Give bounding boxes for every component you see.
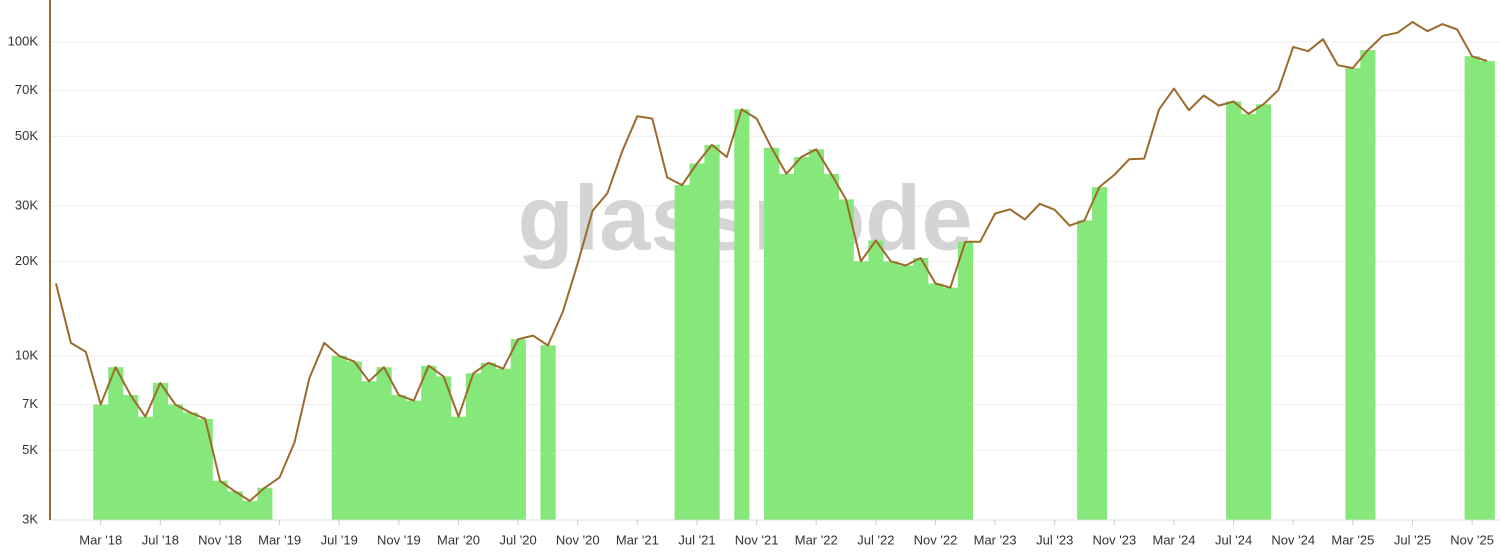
shaded-bar [1360, 50, 1376, 520]
shaded-bar [808, 149, 824, 520]
shaded-bar [957, 241, 974, 520]
shaded-bar [331, 355, 347, 520]
shaded-bar [465, 373, 482, 520]
shaded-bar [674, 185, 690, 521]
shaded-bar [227, 491, 243, 520]
price-line [55, 21, 1488, 502]
shaded-bar [406, 400, 422, 520]
shaded-bar [480, 362, 497, 520]
x-tick-label: Mar '22 [795, 532, 838, 547]
shaded-bar [942, 287, 959, 520]
shaded-bar [704, 144, 720, 520]
y-tick-label: 20K [15, 253, 38, 268]
shaded-bar [793, 156, 810, 520]
y-tick-label: 30K [15, 198, 38, 213]
x-tick-label: Nov '19 [377, 532, 421, 547]
shaded-bar [242, 500, 258, 520]
x-tick-label: Mar '21 [616, 532, 659, 547]
marks [55, 21, 1495, 521]
shaded-bar [868, 240, 884, 520]
shaded-bar [495, 368, 511, 520]
x-tick-label: Mar '23 [974, 532, 1017, 547]
shaded-bar [510, 339, 526, 520]
x-tick-label: Nov '24 [1271, 532, 1315, 547]
shaded-bar [734, 109, 750, 520]
shaded-bar [197, 418, 213, 520]
shaded-bar [346, 361, 362, 520]
shaded-bar [689, 163, 705, 520]
x-tick-label: Mar '24 [1152, 532, 1195, 547]
shaded-bar [182, 412, 198, 520]
shaded-bar [1255, 104, 1272, 520]
shaded-bar [913, 257, 929, 520]
x-tick-label: Mar '20 [437, 532, 480, 547]
shaded-bar [1345, 68, 1361, 520]
shaded-bar [928, 283, 944, 520]
shaded-bar [1241, 113, 1257, 521]
shaded-bar [123, 395, 139, 520]
shaded-bar [898, 265, 914, 520]
shaded-bar [167, 404, 184, 520]
x-tick-label: Mar '18 [79, 532, 122, 547]
shaded-bar [257, 487, 273, 520]
x-tick-label: Jul '19 [321, 532, 358, 547]
y-tick-label: 3K [22, 511, 38, 526]
shaded-bar [1464, 56, 1480, 520]
y-tick-label: 7K [22, 396, 38, 411]
x-tick-label: Nov '20 [556, 532, 600, 547]
y-tick-label: 100K [8, 33, 39, 48]
shaded-bar [361, 381, 377, 520]
shaded-bar [421, 365, 437, 520]
x-tick-label: Nov '22 [914, 532, 958, 547]
y-tick-label: 50K [15, 128, 38, 143]
shaded-bar [212, 480, 228, 520]
x-tick-label: Jul '25 [1394, 532, 1431, 547]
shaded-bar [451, 416, 467, 520]
y-tick-label: 10K [15, 347, 38, 362]
shaded-bar [152, 382, 169, 520]
shaded-bar [1479, 60, 1495, 520]
shaded-bar [93, 404, 109, 520]
x-tick-label: Jul '24 [1215, 532, 1252, 547]
x-tick-label: Nov '18 [198, 532, 242, 547]
x-tick-label: Jul '23 [1036, 532, 1073, 547]
shaded-bar [1226, 101, 1242, 521]
shaded-bar [778, 173, 795, 520]
x-tick-label: Jul '20 [500, 532, 537, 547]
shaded-bar [540, 345, 556, 520]
shaded-bar [1091, 187, 1108, 520]
shaded-bar [108, 367, 124, 520]
x-tick-label: Jul '22 [857, 532, 894, 547]
shaded-bar [853, 261, 869, 520]
y-tick-label: 5K [22, 442, 38, 457]
x-tick-label: Jul '18 [142, 532, 179, 547]
shaded-bar [838, 199, 854, 520]
x-tick-label: Mar '19 [258, 532, 301, 547]
x-tick-label: Nov '25 [1450, 532, 1494, 547]
x-tick-label: Nov '23 [1093, 532, 1137, 547]
shaded-bar [1077, 220, 1093, 520]
y-tick-label: 70K [15, 82, 38, 97]
shaded-bar [823, 173, 839, 520]
x-tick-label: Mar '25 [1331, 532, 1374, 547]
shaded-bar [436, 376, 452, 520]
shaded-bar [137, 416, 154, 520]
x-tick-label: Jul '21 [678, 532, 715, 547]
shaded-bar [883, 261, 899, 520]
shaded-bar [391, 395, 407, 520]
x-tick-label: Nov '21 [735, 532, 779, 547]
shaded-bar [764, 147, 780, 520]
shaded-bar [376, 367, 392, 520]
